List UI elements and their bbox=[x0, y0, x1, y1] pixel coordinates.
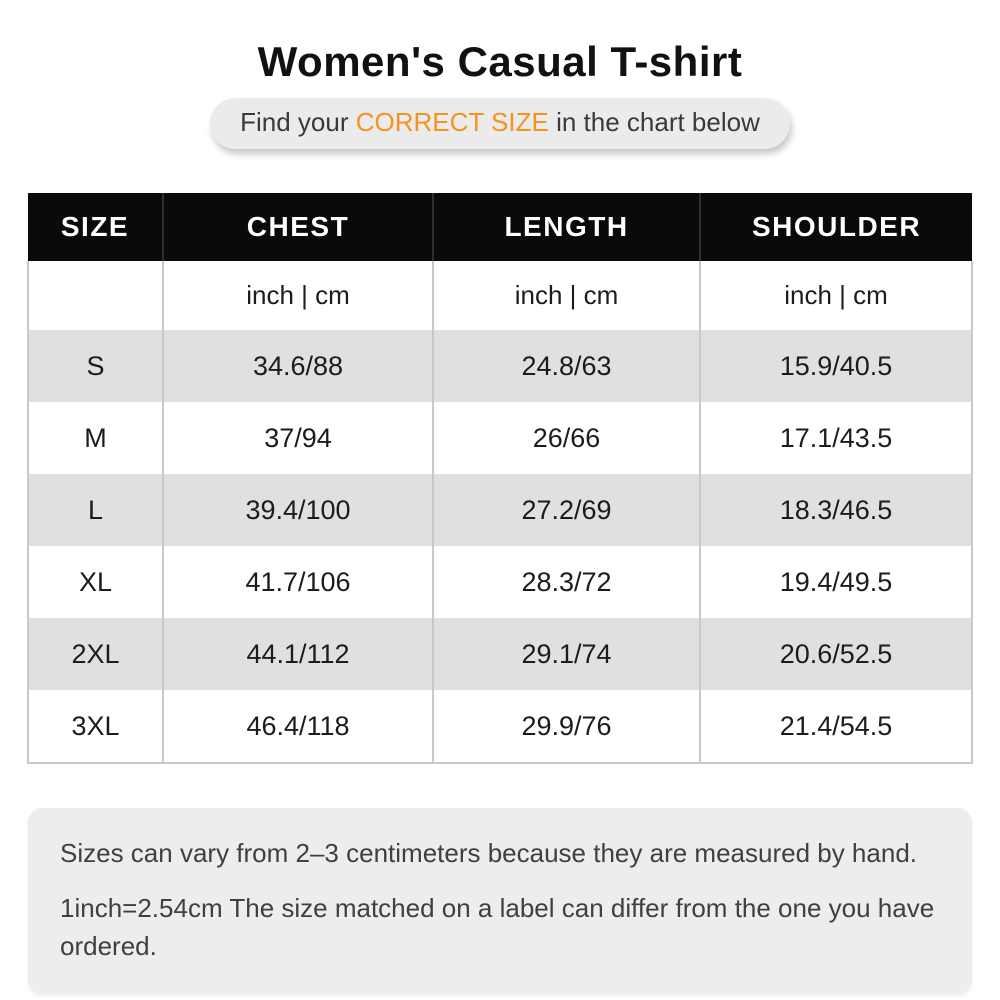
length-cell: 24.8/63 bbox=[432, 330, 700, 402]
shoulder-cell: 20.6/52.5 bbox=[699, 618, 973, 690]
shoulder-cell: 21.4/54.5 bbox=[699, 690, 973, 764]
size-cell: S bbox=[27, 330, 163, 402]
subtitle-pill: Find your CORRECT SIZE in the chart belo… bbox=[210, 98, 790, 149]
column-header-chest: CHEST bbox=[162, 193, 433, 261]
shoulder-cell: 15.9/40.5 bbox=[699, 330, 973, 402]
size-cell: L bbox=[27, 474, 163, 546]
size-table: SIZE CHEST LENGTH SHOULDER inch | cm inc… bbox=[27, 193, 973, 764]
unit-cell-shoulder: inch | cm bbox=[699, 261, 973, 330]
shoulder-cell: 18.3/46.5 bbox=[699, 474, 973, 546]
shoulder-cell: 19.4/49.5 bbox=[699, 546, 973, 618]
unit-cell-chest: inch | cm bbox=[162, 261, 433, 330]
subtitle-prefix: Find your bbox=[240, 107, 356, 137]
column-header-length: LENGTH bbox=[432, 193, 700, 261]
length-cell: 28.3/72 bbox=[432, 546, 700, 618]
chest-cell: 44.1/112 bbox=[162, 618, 433, 690]
column-header-shoulder: SHOULDER bbox=[699, 193, 972, 261]
length-cell: 29.1/74 bbox=[432, 618, 700, 690]
subtitle-highlight: CORRECT SIZE bbox=[355, 107, 549, 137]
size-table-header: SIZE CHEST LENGTH SHOULDER bbox=[28, 193, 972, 261]
table-row-2xl: 2XL 44.1/112 29.1/74 20.6/52.5 bbox=[27, 618, 973, 690]
table-row-m: M 37/94 26/66 17.1/43.5 bbox=[27, 402, 973, 474]
chest-cell: 41.7/106 bbox=[162, 546, 433, 618]
size-cell: M bbox=[27, 402, 163, 474]
size-cell: XL bbox=[27, 546, 163, 618]
chest-cell: 37/94 bbox=[162, 402, 433, 474]
subtitle-suffix: in the chart below bbox=[548, 107, 760, 137]
table-row-xl: XL 41.7/106 28.3/72 19.4/49.5 bbox=[27, 546, 973, 618]
page-title: Women's Casual T-shirt bbox=[257, 38, 743, 85]
unit-row: inch | cm inch | cm inch | cm bbox=[27, 261, 973, 330]
subtitle-row: Find your CORRECT SIZE in the chart belo… bbox=[0, 98, 1000, 149]
length-cell: 29.9/76 bbox=[432, 690, 700, 764]
table-row-s: S 34.6/88 24.8/63 15.9/40.5 bbox=[27, 330, 973, 402]
chest-cell: 39.4/100 bbox=[162, 474, 433, 546]
table-row-3xl: 3XL 46.4/118 29.9/76 21.4/54.5 bbox=[27, 690, 973, 764]
size-cell: 2XL bbox=[27, 618, 163, 690]
table-row-l: L 39.4/100 27.2/69 18.3/46.5 bbox=[27, 474, 973, 546]
header-row: SIZE CHEST LENGTH SHOULDER bbox=[28, 193, 972, 261]
shoulder-cell: 17.1/43.5 bbox=[699, 402, 973, 474]
length-cell: 26/66 bbox=[432, 402, 700, 474]
length-cell: 27.2/69 bbox=[432, 474, 700, 546]
notes-box: Sizes can vary from 2–3 centimeters beca… bbox=[28, 808, 972, 993]
unit-cell-length: inch | cm bbox=[432, 261, 700, 330]
unit-cell-empty bbox=[27, 261, 163, 330]
column-header-size: SIZE bbox=[28, 193, 163, 261]
note-measured-by-hand: Sizes can vary from 2–3 centimeters beca… bbox=[60, 838, 917, 868]
note-inch-conversion: 1inch=2.54cm The size matched on a label… bbox=[60, 893, 935, 961]
chest-cell: 34.6/88 bbox=[162, 330, 433, 402]
size-cell: 3XL bbox=[27, 690, 163, 764]
chest-cell: 46.4/118 bbox=[162, 690, 433, 764]
